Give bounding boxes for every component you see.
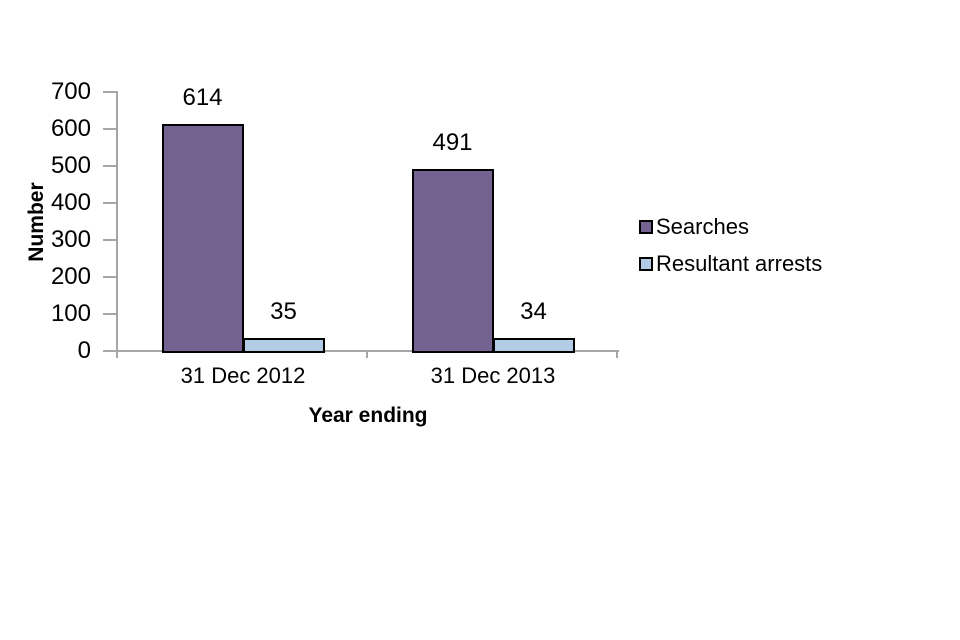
data-label: 614 — [182, 84, 223, 111]
y-tick-label: 600 — [50, 115, 91, 142]
y-tick-label: 100 — [50, 300, 91, 327]
y-tick-label: 500 — [50, 152, 91, 179]
y-axis-tick — [103, 350, 116, 352]
y-axis-tick — [103, 313, 116, 315]
bar-searches-31-dec-2012 — [162, 124, 244, 353]
x-axis-tick — [116, 351, 118, 358]
legend-item: Resultant arrests — [639, 251, 822, 277]
data-label: 491 — [432, 129, 473, 156]
y-axis-tick — [103, 202, 116, 204]
chart-legend: Searches Resultant arrests — [639, 214, 822, 288]
x-category-label: 31 Dec 2013 — [430, 363, 556, 388]
x-category-label: 31 Dec 2012 — [180, 363, 306, 388]
y-axis-tick — [103, 165, 116, 167]
legend-swatch-icon — [639, 257, 653, 271]
legend-label: Searches — [656, 214, 749, 239]
legend-label: Resultant arrests — [656, 251, 823, 276]
y-tick-label: 300 — [50, 226, 91, 253]
y-tick-label: 700 — [50, 78, 91, 105]
y-tick-label: 0 — [77, 337, 91, 364]
data-label: 35 — [270, 298, 297, 325]
x-axis-tick — [366, 351, 368, 358]
legend-swatch-icon — [639, 220, 653, 234]
y-axis-line — [116, 91, 118, 353]
bar-resultant-arrests-31-dec-2013 — [493, 338, 575, 353]
y-axis-tick — [103, 128, 116, 130]
y-tick-label: 400 — [50, 189, 91, 216]
bar-resultant-arrests-31-dec-2012 — [243, 338, 325, 353]
y-axis-tick — [103, 276, 116, 278]
y-axis-tick — [103, 239, 116, 241]
x-axis-tick — [616, 351, 618, 358]
legend-item: Searches — [639, 214, 822, 240]
bar-searches-31-dec-2013 — [412, 169, 494, 353]
y-axis-tick — [103, 91, 116, 93]
y-tick-label: 200 — [50, 263, 91, 290]
data-label: 34 — [520, 298, 547, 325]
x-axis-title: Year ending — [308, 404, 428, 427]
